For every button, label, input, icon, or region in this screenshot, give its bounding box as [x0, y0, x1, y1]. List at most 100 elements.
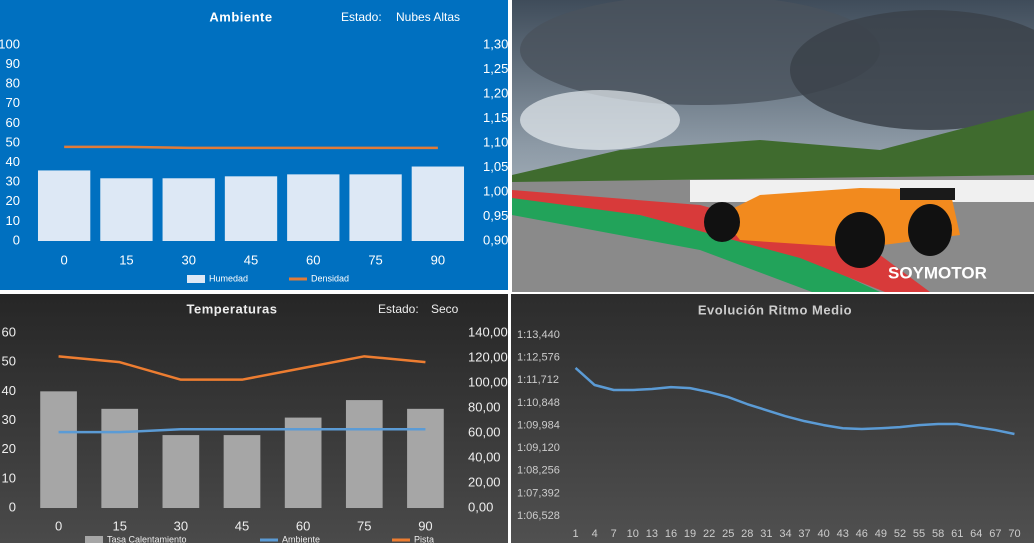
y2-tick-label: 80,00 [468, 399, 501, 414]
y2-tick-label: 0,90 [483, 232, 508, 247]
bar [349, 174, 402, 241]
status-label: Estado: [378, 302, 419, 316]
legend-label: Pista [414, 534, 434, 543]
line [64, 145, 438, 150]
x-tick-label: 37 [798, 528, 810, 540]
bar [345, 400, 383, 508]
y2-tick-label: 1,00 [483, 183, 508, 198]
bar [37, 170, 91, 241]
y2-tick-label: 1,05 [483, 159, 508, 174]
hills [512, 110, 1034, 190]
bar [162, 178, 215, 241]
x-tick-label: 25 [722, 528, 734, 540]
y2-tick-label: 100,00 [468, 374, 508, 389]
wheel [704, 202, 740, 242]
wheel [908, 204, 952, 256]
x-tick-label: 15 [119, 252, 133, 267]
y-tick-label: 1:12,576 [517, 352, 560, 364]
y-tick-label: 10 [6, 213, 20, 228]
x-tick-label: 1 [572, 528, 578, 540]
x-tick-label: 4 [592, 528, 598, 540]
rear-wing [900, 188, 955, 200]
y-tick-label: 1:08,256 [517, 465, 560, 477]
y-tick-label: 0 [9, 499, 16, 514]
line [58, 355, 426, 381]
y-tick-label: 1:09,120 [517, 442, 560, 454]
status-value: Seco [431, 302, 459, 316]
line [574, 367, 1015, 436]
x-tick-label: 16 [665, 528, 677, 540]
x-tick-label: 60 [306, 252, 320, 267]
car-body [720, 188, 960, 248]
chart-title: Evolución Ritmo Medio [698, 302, 852, 317]
y2-tick-label: 60,00 [468, 424, 501, 439]
x-tick-label: 19 [684, 528, 696, 540]
bar [101, 408, 139, 508]
y2-tick-label: 40,00 [468, 449, 501, 464]
y-tick-label: 1:13,440 [517, 329, 560, 341]
y-tick-label: 100 [0, 36, 20, 51]
y-tick-label: 50 [6, 134, 20, 149]
x-tick-label: 60 [296, 518, 310, 533]
y-tick-label: 1:11,712 [517, 374, 559, 386]
x-tick-label: 67 [989, 528, 1001, 540]
legend-label: Tasa Calentamiento [107, 534, 187, 543]
y2-tick-label: 1,15 [483, 110, 508, 125]
x-tick-label: 75 [368, 252, 382, 267]
x-tick-label: 49 [875, 528, 887, 540]
bar [407, 408, 444, 508]
y-tick-label: 30 [6, 174, 20, 189]
y-tick-label: 20 [2, 441, 16, 456]
bar [162, 435, 200, 508]
wheel [835, 212, 885, 268]
x-tick-label: 22 [703, 528, 715, 540]
x-tick-label: 28 [741, 528, 753, 540]
x-tick-label: 13 [646, 528, 658, 540]
y-tick-label: 0 [13, 232, 20, 247]
x-tick-label: 0 [61, 252, 68, 267]
x-tick-label: 90 [418, 518, 432, 533]
cloud [520, 0, 880, 105]
bar [100, 178, 153, 241]
x-tick-label: 52 [894, 528, 906, 540]
y2-tick-label: 0,95 [483, 208, 508, 223]
legend-label: Densidad [311, 273, 349, 283]
y-tick-label: 90 [6, 56, 20, 71]
x-tick-label: 46 [856, 528, 868, 540]
x-tick-label: 10 [627, 528, 639, 540]
x-tick-label: 90 [431, 252, 445, 267]
panel-ritmo [511, 294, 1034, 543]
y-tick-label: 10 [2, 470, 16, 485]
x-tick-label: 45 [235, 518, 249, 533]
line [58, 428, 426, 434]
y-tick-label: 40 [6, 154, 20, 169]
panel-ambiente [0, 0, 508, 290]
x-tick-label: 58 [932, 528, 944, 540]
photo: SOYMOTOR [512, 0, 1034, 292]
legend-swatch [85, 536, 103, 543]
status-value: Nubes Altas [396, 10, 460, 24]
bar [284, 417, 322, 508]
bar [40, 391, 77, 508]
x-tick-label: 15 [112, 518, 126, 533]
y-tick-label: 1:10,848 [517, 397, 560, 409]
bar [411, 166, 465, 241]
y2-tick-label: 0,00 [468, 499, 493, 514]
y-tick-label: 30 [2, 412, 16, 427]
x-tick-label: 43 [837, 528, 849, 540]
x-tick-label: 34 [779, 528, 791, 540]
y-tick-label: 20 [6, 193, 20, 208]
y-tick-label: 1:07,392 [517, 487, 560, 499]
y-tick-label: 60 [6, 115, 20, 130]
chart-title: Temperaturas [186, 301, 277, 316]
bar [223, 435, 261, 508]
legend-label: Humedad [209, 273, 248, 283]
x-tick-label: 31 [760, 528, 772, 540]
y2-tick-label: 140,00 [468, 324, 508, 339]
y2-tick-label: 1,10 [483, 134, 508, 149]
cloud [520, 90, 680, 150]
y-tick-label: 70 [6, 95, 20, 110]
chart-title: Ambiente [209, 9, 272, 24]
y2-tick-label: 120,00 [468, 349, 508, 364]
